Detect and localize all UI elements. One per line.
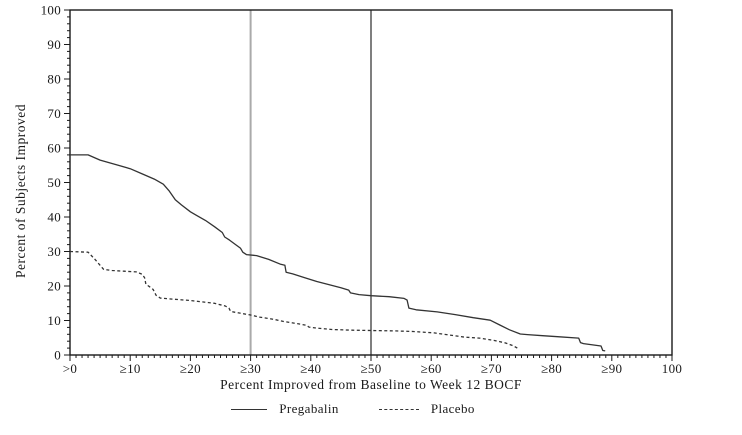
y-tick-label: 70 bbox=[47, 106, 61, 121]
y-tick-label: 40 bbox=[47, 210, 61, 225]
y-tick-label: 30 bbox=[47, 244, 61, 259]
y-tick-label: 80 bbox=[47, 72, 61, 87]
x-tick-label: ≥30 bbox=[240, 361, 261, 376]
legend-label-placebo: Placebo bbox=[430, 401, 475, 416]
x-tick-label: ≥60 bbox=[421, 361, 442, 376]
y-tick-label: 10 bbox=[47, 313, 61, 328]
y-tick-label: 0 bbox=[54, 348, 61, 363]
x-tick-label: ≥40 bbox=[300, 361, 321, 376]
legend-label-pregabalin: Pregabalin bbox=[279, 401, 339, 416]
y-axis-title: Percent of Subjects Improved bbox=[13, 103, 28, 279]
x-tick-label: ≥10 bbox=[120, 361, 141, 376]
x-tick-label: ≥80 bbox=[541, 361, 562, 376]
x-tick-label: ≥70 bbox=[481, 361, 502, 376]
pregabalin-line-sample bbox=[231, 408, 268, 410]
y-tick-label: 50 bbox=[47, 175, 61, 190]
x-tick-label: 100 bbox=[662, 361, 682, 376]
placebo-line-sample bbox=[378, 408, 419, 410]
x-axis-title: Percent Improved from Baseline to Week 1… bbox=[220, 377, 522, 392]
x-tick-label: >0 bbox=[63, 361, 77, 376]
x-tick-label: ≥20 bbox=[180, 361, 201, 376]
y-tick-label: 20 bbox=[47, 279, 61, 294]
legend: Pregabalin Placebo bbox=[60, 401, 662, 417]
placebo-series-line bbox=[69, 250, 518, 349]
y-tick-label: 90 bbox=[47, 37, 61, 52]
y-tick-label: 60 bbox=[47, 141, 61, 156]
y-tick-label: 100 bbox=[41, 3, 61, 18]
pregabalin-series-line bbox=[70, 154, 606, 352]
x-tick-label: ≥90 bbox=[601, 361, 622, 376]
x-tick-label: ≥50 bbox=[360, 361, 381, 376]
